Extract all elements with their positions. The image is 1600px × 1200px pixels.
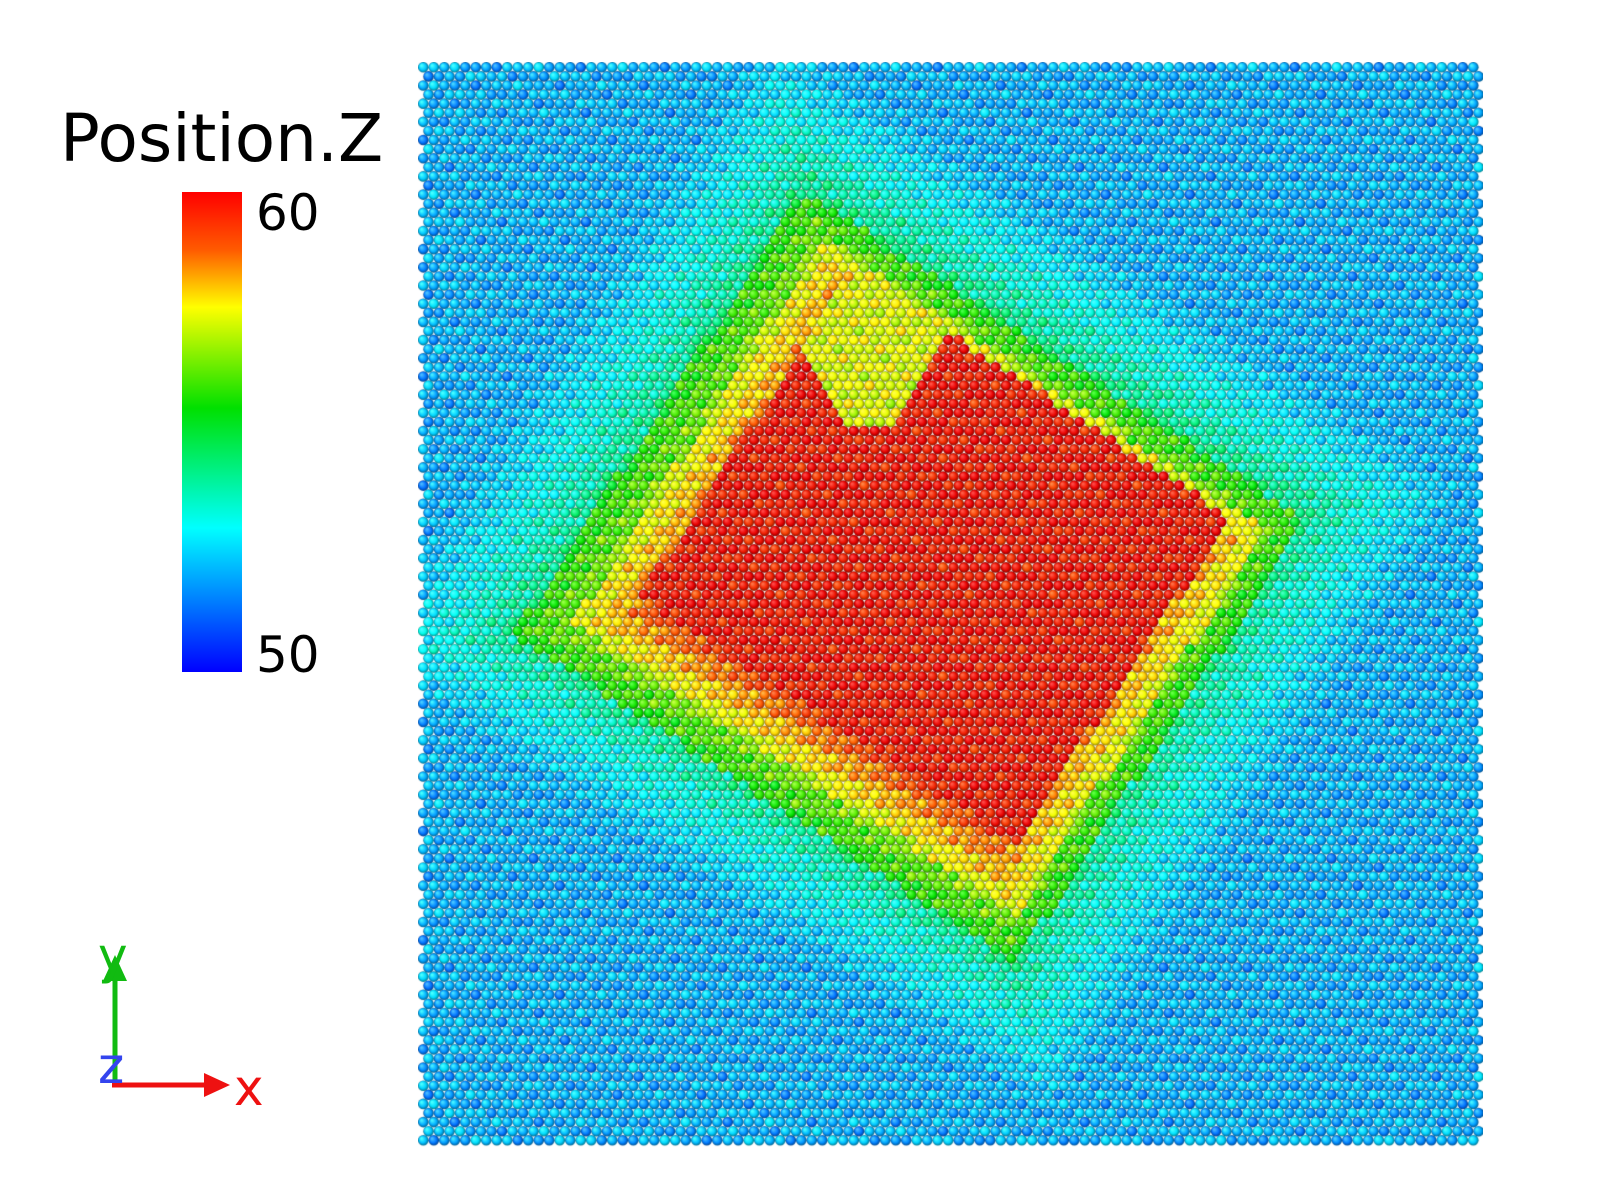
colorbar-max-label: 60: [256, 184, 320, 242]
x-arrowhead: [204, 1073, 230, 1097]
color-legend-title: Position.Z: [60, 100, 384, 177]
colorbar-gradient: [182, 192, 242, 672]
y-axis-label: y: [98, 935, 128, 985]
colorbar: [182, 192, 242, 672]
axis-triad: y z x: [98, 935, 264, 1115]
x-axis-label: x: [234, 1059, 264, 1115]
colorbar-min-label: 50: [256, 626, 320, 684]
particle-viewport[interactable]: [418, 62, 1483, 1152]
y-arrowhead: [103, 955, 127, 981]
z-axis-label: z: [98, 1037, 124, 1095]
